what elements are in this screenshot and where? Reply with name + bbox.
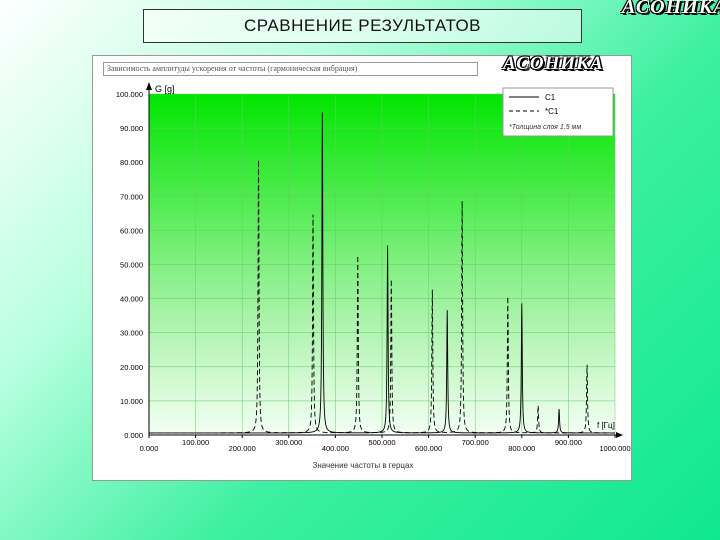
x-tick-label: 800.000	[508, 444, 535, 453]
x-tick-label: 0.000	[140, 444, 159, 453]
x-tick-label: 100.000	[182, 438, 209, 447]
asonika-panel-logo: АСОНИКА	[503, 53, 604, 74]
x-tick-label: 300.000	[275, 438, 302, 447]
y-tick-label: 90.000	[120, 124, 143, 133]
x-tick-label: 400.000	[322, 444, 349, 453]
x-axis-arrow	[616, 432, 623, 438]
x-tick-label: 1000.000	[599, 444, 630, 453]
y-tick-label: 0.000	[124, 431, 143, 440]
chart-svg: 0.000 10.000 20.000 30.000 40.000 50.000 60.00…	[116, 82, 631, 470]
series-group	[149, 112, 615, 434]
x-tick-label: 600.000	[415, 444, 442, 453]
series-line-c1	[149, 112, 615, 434]
x-tick-label: 500.000	[368, 438, 395, 447]
series-line-star-c1	[149, 160, 615, 434]
asonika-logo: АСОНИКА	[622, 0, 720, 18]
x-unit-label: f [Гц]	[597, 421, 615, 430]
legend-box	[502, 87, 614, 137]
y-tick-label: 100.000	[116, 90, 143, 99]
y-tick-label: 40.000	[120, 295, 143, 304]
x-axis-label: Значение частоты в герцах	[313, 461, 414, 470]
legend: C1 *C1 *Толщина слоя 1.5 мм	[502, 87, 614, 137]
grid-lines	[149, 93, 616, 435]
legend-label-star-c1: *C1	[545, 107, 559, 116]
chart-caption: Зависимость амплитуды ускорения от часто…	[103, 62, 478, 76]
x-tick-label: 900.000	[555, 438, 582, 447]
x-tick-label: 200.000	[229, 444, 256, 453]
y-axis-label: G [g]	[155, 84, 175, 94]
y-axis-arrow	[146, 82, 152, 90]
axes	[146, 82, 623, 438]
y-tick-label: 10.000	[120, 397, 143, 406]
slide-title: СРАВНЕНИЕ РЕЗУЛЬТАТОВ	[143, 9, 582, 43]
y-tick-label: 50.000	[120, 261, 143, 270]
y-tick-label: 70.000	[120, 192, 143, 201]
legend-label-c1: C1	[545, 93, 556, 102]
y-tick-label: 80.000	[120, 158, 143, 167]
y-tick-label: 30.000	[120, 329, 143, 338]
y-tick-labels: 0.000 10.000 20.000 30.000 40.000 50.000 60.00…	[116, 90, 143, 440]
y-tick-label: 60.000	[120, 226, 143, 235]
y-tick-label: 20.000	[120, 363, 143, 372]
chart-panel: Зависимость амплитуды ускорения от часто…	[92, 53, 632, 481]
x-tick-label: 700.000	[462, 438, 489, 447]
x-tick-labels: 0.000 100.000 200.000 300.000 400.000 500.000…	[140, 435, 631, 453]
legend-note: *Толщина слоя 1.5 мм	[509, 124, 581, 131]
